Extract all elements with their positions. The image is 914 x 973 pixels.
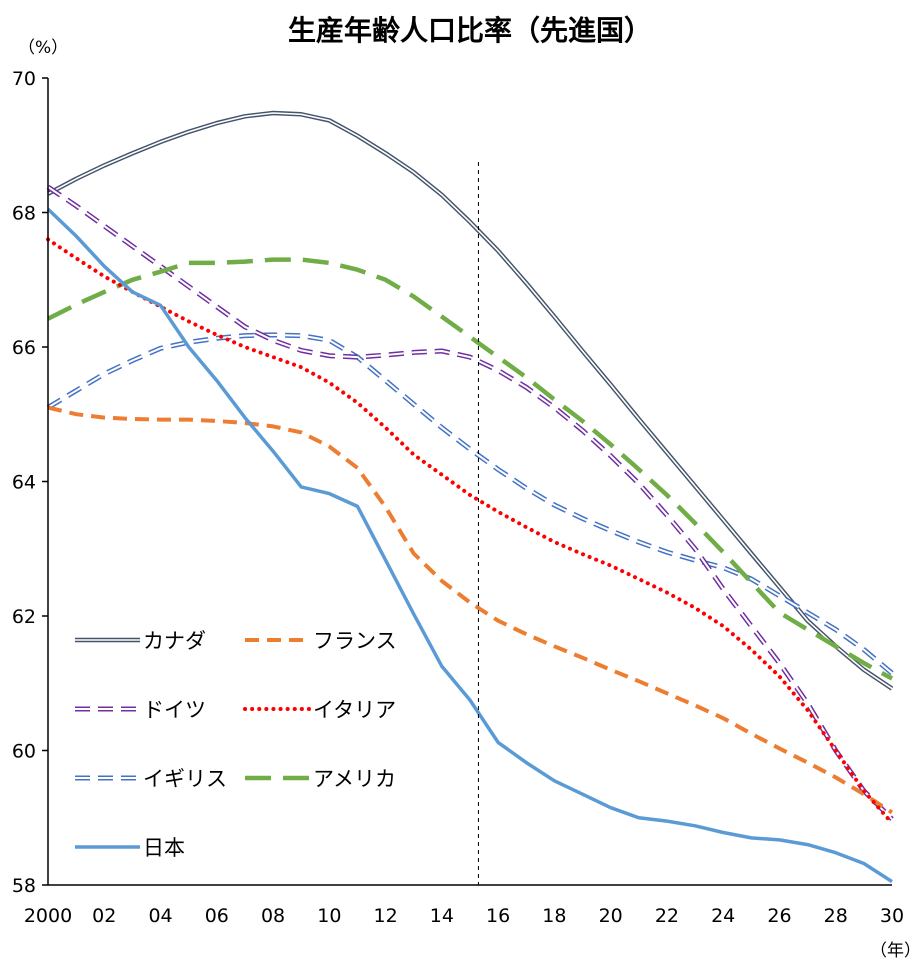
x-tick-label: 14	[430, 905, 454, 927]
series-line	[46, 257, 894, 681]
series-イタリア	[46, 237, 894, 826]
x-tick-label: 04	[148, 905, 172, 927]
x-tick-label: 20	[599, 905, 623, 927]
y-tick-label: 62	[12, 606, 36, 628]
legend-item-フランス: フランス	[245, 629, 397, 653]
legend-label: イタリア	[313, 698, 396, 722]
legend-item-イギリス: イギリス	[75, 767, 227, 791]
legend-item-カナダ: カナダ	[75, 629, 206, 653]
x-tick-label: 02	[92, 905, 116, 927]
series-line	[47, 405, 894, 815]
x-tick-label: 18	[542, 905, 566, 927]
series-line	[46, 184, 894, 821]
series-カナダ	[46, 110, 894, 691]
legend-label: カナダ	[143, 629, 206, 653]
series-layer	[46, 110, 894, 884]
y-tick-label: 66	[12, 337, 36, 359]
x-axis-unit: （年）	[870, 941, 914, 961]
series-ドイツ	[46, 184, 894, 821]
series-line	[46, 207, 893, 884]
series-line	[46, 332, 894, 676]
x-tick-label: 30	[880, 905, 904, 927]
legend-label: イギリス	[143, 767, 227, 791]
series-日本	[46, 207, 893, 884]
tick-labels: 58 60 62 64 66 68 70 2000 02 04 06 08 10 12 14 16 18 20 22…	[12, 68, 904, 927]
x-tick-label: 12	[374, 905, 398, 927]
legend-label: フランス	[313, 629, 397, 653]
series-line-inner	[47, 186, 893, 820]
y-tick-label: 60	[12, 741, 36, 763]
chart-title: 生産年齢人口比率（先進国）	[288, 14, 652, 47]
legend-label: アメリカ	[313, 767, 396, 791]
series-line	[46, 110, 894, 691]
series-line-inner	[47, 333, 893, 674]
y-tick-label: 64	[12, 472, 36, 494]
axes	[42, 77, 892, 886]
legend-label: ドイツ	[143, 698, 206, 722]
legend-item-日本: 日本	[75, 836, 185, 860]
x-tick-label: 24	[711, 905, 735, 927]
x-tick-label: 22	[655, 905, 679, 927]
x-tick-label: 2000	[24, 905, 72, 927]
series-line	[46, 237, 894, 826]
legend-item-ドイツ: ドイツ	[75, 698, 206, 722]
y-tick-label: 58	[12, 875, 36, 897]
y-axis-unit: （%）	[18, 38, 68, 58]
x-tick-label: 28	[824, 905, 848, 927]
series-アメリカ	[46, 257, 894, 681]
series-イギリス	[46, 332, 894, 676]
legend-item-アメリカ: アメリカ	[245, 767, 396, 791]
legend-item-イタリア: イタリア	[243, 698, 396, 722]
legend-label: 日本	[143, 836, 185, 860]
y-tick-label: 70	[12, 68, 36, 90]
x-tick-label: 16	[486, 905, 510, 927]
x-tick-label: 08	[261, 905, 285, 927]
x-tick-label: 06	[205, 905, 229, 927]
series-フランス	[47, 405, 894, 815]
y-tick-label: 68	[12, 203, 36, 225]
series-line-inner	[47, 112, 893, 690]
x-tick-label: 10	[317, 905, 341, 927]
x-tick-label: 26	[767, 905, 791, 927]
